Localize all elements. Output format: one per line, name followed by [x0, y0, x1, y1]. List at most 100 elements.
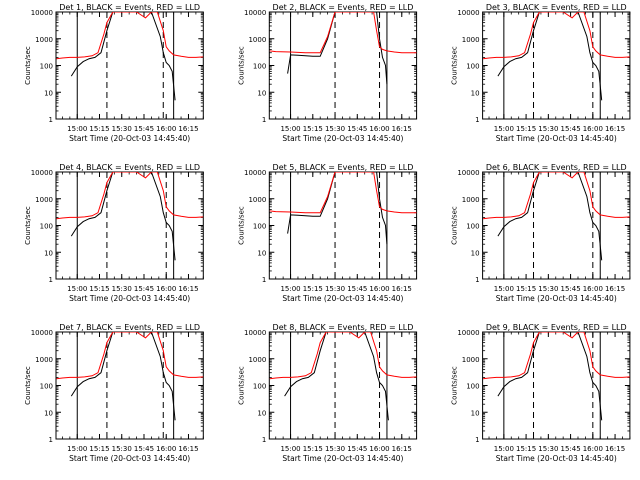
x-tick-label: 15:30	[538, 125, 558, 133]
y-axis-label: Counts/sec	[451, 46, 459, 85]
plot-frame	[268, 171, 418, 280]
series-lld-line	[56, 172, 204, 220]
y-tick-label: 100	[253, 63, 266, 71]
x-tick-label: 15:45	[560, 445, 580, 453]
x-tick-label: 15:30	[112, 125, 132, 133]
x-tick-label: 15:15	[516, 125, 536, 133]
x-tick-label: 16:15	[605, 445, 625, 453]
y-tick-label: 1	[49, 276, 53, 284]
y-tick-label: 10000	[244, 9, 266, 17]
x-axis-label: Start Time (20-Oct-03 14:45:40)	[69, 134, 190, 143]
y-tick-label: 10000	[244, 169, 266, 177]
x-tick-label: 15:15	[89, 285, 109, 293]
x-tick-label: 16:00	[369, 125, 389, 133]
y-tick-label: 10	[257, 249, 266, 257]
y-tick-label: 10	[44, 89, 53, 97]
x-tick-label: 16:00	[583, 125, 603, 133]
y-axis-label: Counts/sec	[237, 46, 245, 85]
panel-det-9: Det 9, BLACK = Events, RED = LLD 1 10 100 10…	[451, 323, 631, 463]
panel-title: Det 1, BLACK = Events, RED = LLD	[59, 3, 200, 12]
x-tick-label: 15:45	[134, 285, 154, 293]
y-tick-label: 10000	[457, 9, 479, 17]
y-tick-label: 10	[44, 409, 53, 417]
y-tick-label: 1000	[248, 36, 266, 44]
x-axis-label: Start Time (20-Oct-03 14:45:40)	[496, 134, 617, 143]
x-tick-label: 15:45	[560, 285, 580, 293]
x-tick-label: 16:15	[392, 445, 412, 453]
y-tick-label: 100	[466, 383, 479, 391]
y-tick-label: 10000	[31, 169, 53, 177]
x-tick-label: 15:00	[494, 445, 514, 453]
y-tick-label: 10000	[457, 169, 479, 177]
series-lld-line	[483, 12, 630, 60]
y-tick-label: 100	[466, 63, 479, 71]
x-tick-label: 16:15	[178, 285, 198, 293]
x-tick-label: 15:00	[67, 285, 87, 293]
x-tick-label: 15:15	[303, 125, 323, 133]
x-tick-label: 15:00	[280, 125, 300, 133]
series-lld-line	[269, 172, 417, 214]
y-axis-label: Counts/sec	[24, 206, 32, 245]
x-tick-label: 15:15	[89, 445, 109, 453]
y-tick-label: 1000	[462, 356, 480, 364]
x-tick-label: 15:45	[560, 125, 580, 133]
x-tick-label: 15:45	[134, 125, 154, 133]
y-axis-label: Counts/sec	[24, 46, 32, 85]
series-lld-line	[483, 332, 630, 380]
series-events-line	[287, 12, 388, 85]
series-events-line	[497, 332, 603, 421]
y-tick-label: 100	[40, 223, 53, 231]
x-tick-label: 15:30	[325, 445, 345, 453]
x-axis-label: Start Time (20-Oct-03 14:45:40)	[69, 454, 190, 463]
series-events-line	[287, 172, 388, 245]
x-tick-label: 15:15	[516, 285, 536, 293]
y-axis-label: Counts/sec	[24, 366, 32, 405]
x-tick-label: 16:15	[605, 285, 625, 293]
y-tick-label: 10	[471, 249, 480, 257]
x-tick-label: 15:00	[280, 285, 300, 293]
x-tick-label: 15:15	[303, 445, 323, 453]
y-tick-label: 10	[471, 89, 480, 97]
x-axis-label: Start Time (20-Oct-03 14:45:40)	[282, 294, 403, 303]
x-axis-label: Start Time (20-Oct-03 14:45:40)	[496, 454, 617, 463]
y-tick-label: 10000	[457, 329, 479, 337]
x-axis-label: Start Time (20-Oct-03 14:45:40)	[282, 454, 403, 463]
y-tick-label: 1	[262, 436, 266, 444]
x-tick-label: 16:00	[156, 285, 176, 293]
panel-det-3: Det 3, BLACK = Events, RED = LLD 1 10 100 10…	[451, 3, 631, 143]
y-tick-label: 1	[475, 116, 479, 124]
y-tick-label: 1000	[462, 196, 480, 204]
y-tick-label: 1	[49, 436, 53, 444]
y-tick-label: 100	[253, 383, 266, 391]
series-lld-line	[269, 12, 417, 54]
y-tick-label: 10	[471, 409, 480, 417]
x-tick-label: 15:00	[494, 285, 514, 293]
y-tick-label: 1000	[462, 36, 480, 44]
series-events-line	[284, 332, 389, 421]
panel-title: Det 3, BLACK = Events, RED = LLD	[486, 3, 627, 12]
panel-title: Det 2, BLACK = Events, RED = LLD	[273, 3, 414, 12]
y-tick-label: 10000	[244, 329, 266, 337]
y-tick-label: 10	[257, 409, 266, 417]
panel-title: Det 5, BLACK = Events, RED = LLD	[273, 163, 414, 172]
y-tick-label: 1	[49, 116, 53, 124]
y-tick-label: 1	[262, 116, 266, 124]
x-tick-label: 15:00	[67, 125, 87, 133]
y-tick-label: 10000	[31, 9, 53, 17]
y-tick-label: 1	[475, 436, 479, 444]
series-events-line	[70, 332, 176, 421]
y-tick-label: 10000	[31, 329, 53, 337]
y-tick-label: 100	[40, 63, 53, 71]
x-tick-label: 16:00	[156, 125, 176, 133]
x-tick-label: 16:00	[156, 445, 176, 453]
series-lld-line	[269, 332, 417, 380]
x-tick-label: 15:30	[325, 285, 345, 293]
panel-title: Det 4, BLACK = Events, RED = LLD	[59, 163, 200, 172]
x-tick-label: 15:30	[112, 445, 132, 453]
panel-title: Det 9, BLACK = Events, RED = LLD	[486, 323, 627, 332]
x-tick-label: 15:30	[538, 445, 558, 453]
x-tick-label: 15:30	[538, 285, 558, 293]
y-tick-label: 1000	[35, 356, 53, 364]
panel-det-4: Det 4, BLACK = Events, RED = LLD 1 10 100 10…	[24, 163, 204, 303]
